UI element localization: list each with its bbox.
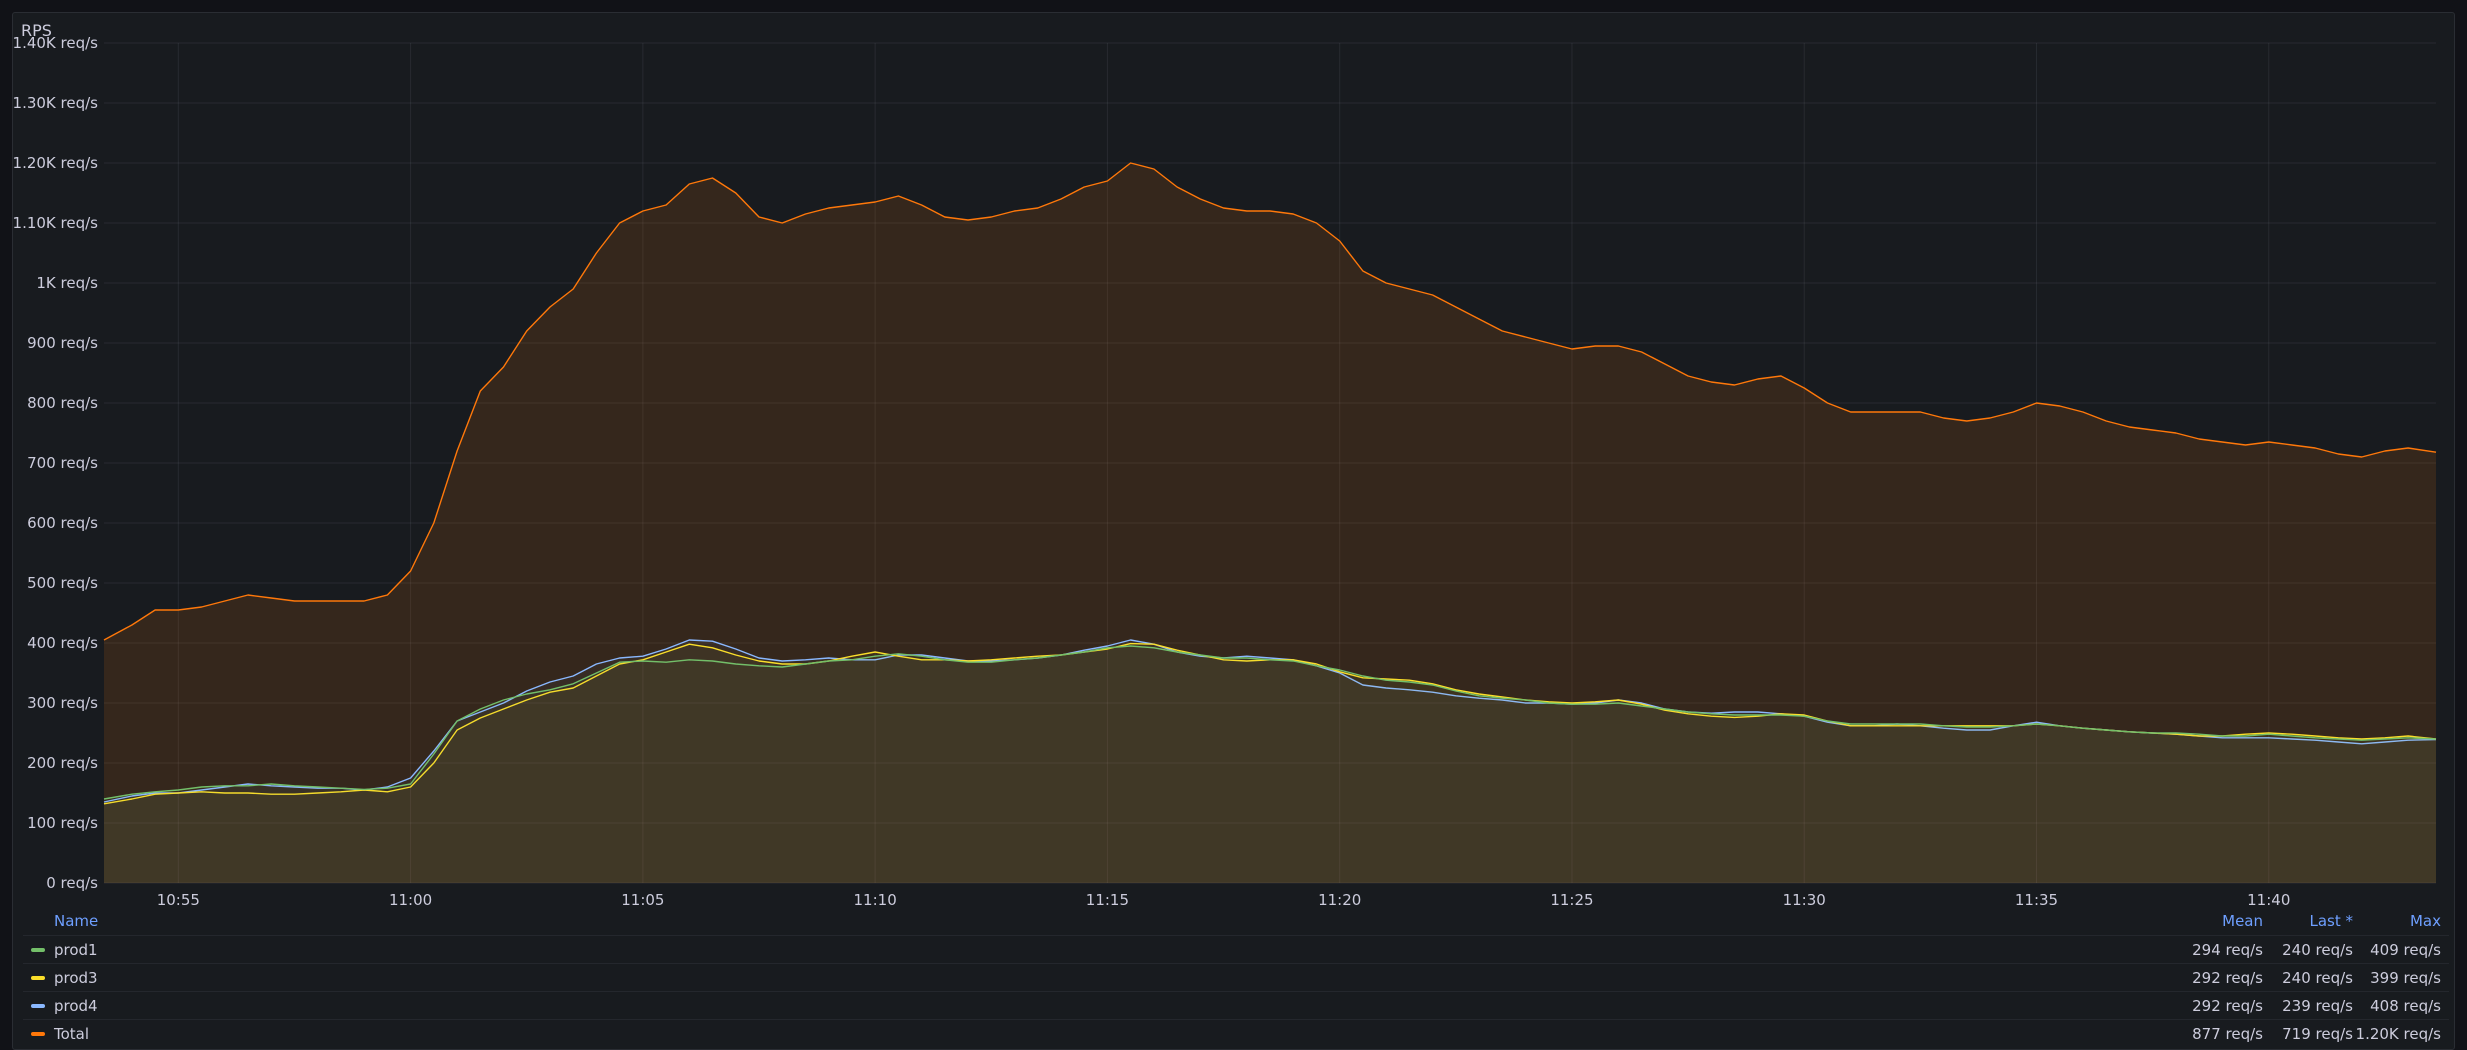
x-tick-label: 11:25 xyxy=(1550,891,1593,908)
y-tick-label: 0 req/s xyxy=(46,874,98,892)
legend-series-name[interactable]: prod1 xyxy=(54,941,98,959)
y-tick-label: 1.40K req/s xyxy=(13,34,98,52)
y-tick-label: 1.30K req/s xyxy=(13,94,98,112)
x-tick-label: 11:35 xyxy=(2015,891,2058,908)
legend-max-value: 399 req/s xyxy=(2370,969,2441,987)
y-tick-label: 100 req/s xyxy=(27,814,98,832)
panel-title[interactable]: RPS xyxy=(21,21,52,40)
legend-row-prod4[interactable]: prod4 292 req/s 239 req/s 408 req/s xyxy=(23,991,2449,1019)
legend-header-mean[interactable]: Mean xyxy=(2222,912,2263,930)
legend-last-value: 719 req/s xyxy=(2282,1025,2353,1043)
legend-last-value: 239 req/s xyxy=(2282,997,2353,1015)
series-area-prod4 xyxy=(104,640,2436,883)
y-tick-label: 200 req/s xyxy=(27,754,98,772)
series-color-swatch xyxy=(31,948,45,952)
series-color-swatch xyxy=(31,976,45,980)
legend-mean-value: 877 req/s xyxy=(2192,1025,2263,1043)
legend-series-name[interactable]: Total xyxy=(54,1025,90,1043)
x-tick-label: 11:10 xyxy=(854,891,897,908)
x-tick-label: 11:20 xyxy=(1318,891,1361,908)
y-tick-label: 1K req/s xyxy=(36,274,98,292)
y-tick-label: 300 req/s xyxy=(27,694,98,712)
legend-header-max[interactable]: Max xyxy=(2409,912,2441,930)
series-area-prod1 xyxy=(104,646,2436,883)
series-color-swatch xyxy=(31,1004,45,1008)
series-line-prod1 xyxy=(103,645,2437,800)
y-tick-label: 1.20K req/s xyxy=(13,154,98,172)
y-tick-label: 700 req/s xyxy=(27,454,98,472)
series-line-prod4 xyxy=(103,639,2437,803)
legend-header: Name Mean Last * Max xyxy=(23,908,2449,935)
legend-row-total[interactable]: Total 877 req/s 719 req/s 1.20K req/s xyxy=(23,1019,2449,1047)
legend-series-name[interactable]: prod3 xyxy=(54,969,98,987)
legend-mean-value: 294 req/s xyxy=(2192,941,2263,959)
legend-last-value: 240 req/s xyxy=(2282,941,2353,959)
legend-mean-value: 292 req/s xyxy=(2192,997,2263,1015)
legend-last-value: 240 req/s xyxy=(2282,969,2353,987)
series-line-total xyxy=(103,162,2437,641)
y-tick-label: 600 req/s xyxy=(27,514,98,532)
series-area-prod3 xyxy=(104,643,2436,883)
y-tick-label: 900 req/s xyxy=(27,334,98,352)
legend-series-name[interactable]: prod4 xyxy=(54,997,98,1015)
y-tick-label: 800 req/s xyxy=(27,394,98,412)
time-series-chart[interactable]: 0 req/s 100 req/s 200 req/s 300 req/s 400 re… xyxy=(13,13,2456,908)
series-color-swatch xyxy=(31,1032,45,1036)
legend-header-name[interactable]: Name xyxy=(54,912,99,930)
x-tick-label: 11:40 xyxy=(2247,891,2290,908)
series-area-total xyxy=(104,163,2436,883)
legend-row-prod1[interactable]: prod1 294 req/s 240 req/s 409 req/s xyxy=(23,935,2449,963)
y-tick-label: 1.10K req/s xyxy=(13,214,98,232)
legend-table: Name Mean Last * Max prod1 294 req/s 240… xyxy=(23,908,2449,1047)
legend-max-value: 1.20K req/s xyxy=(2355,1025,2441,1043)
legend-max-value: 408 req/s xyxy=(2370,997,2441,1015)
legend-max-value: 409 req/s xyxy=(2370,941,2441,959)
y-tick-label: 400 req/s xyxy=(27,634,98,652)
rps-panel: RPS 0 req/s 100 req/s 200 req/s 300 req/s 40… xyxy=(12,12,2455,1050)
x-tick-label: 11:30 xyxy=(1783,891,1826,908)
x-tick-label: 11:05 xyxy=(621,891,664,908)
x-tick-label: 11:15 xyxy=(1086,891,1129,908)
x-tick-label: 10:55 xyxy=(157,891,200,908)
legend-mean-value: 292 req/s xyxy=(2192,969,2263,987)
legend-header-last[interactable]: Last * xyxy=(2309,912,2353,930)
legend-row-prod3[interactable]: prod3 292 req/s 240 req/s 399 req/s xyxy=(23,963,2449,991)
y-tick-label: 500 req/s xyxy=(27,574,98,592)
x-tick-label: 11:00 xyxy=(389,891,432,908)
